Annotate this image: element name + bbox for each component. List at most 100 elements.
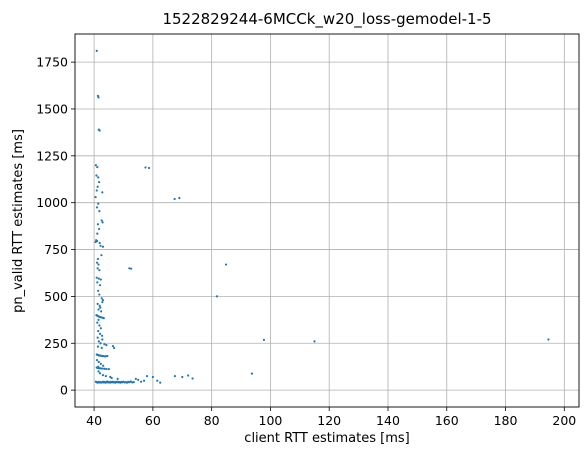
x-tick-label: 40	[86, 413, 102, 428]
chart-title: 1522829244-6MCCk_w20_loss-gemodel-1-5	[162, 10, 491, 29]
data-point	[99, 327, 102, 330]
data-point	[100, 297, 103, 300]
x-tick-label: 160	[435, 413, 459, 428]
data-point	[313, 340, 316, 343]
data-point	[156, 379, 159, 382]
data-point	[134, 377, 137, 380]
data-point	[96, 232, 99, 235]
data-point	[98, 227, 101, 231]
data-point	[95, 189, 98, 192]
data-point	[98, 372, 102, 375]
y-tick-label: 1250	[36, 148, 68, 163]
x-tick-label: 60	[145, 413, 161, 428]
data-point	[98, 269, 101, 272]
data-point	[101, 191, 104, 194]
data-point	[98, 324, 101, 327]
y-tick-label: 1500	[36, 101, 68, 116]
data-point	[140, 380, 143, 383]
data-point	[95, 174, 98, 177]
data-point	[95, 261, 99, 264]
data-point	[100, 254, 103, 257]
data-point	[98, 332, 102, 335]
data-point	[98, 304, 101, 307]
data-point	[96, 185, 99, 188]
data-point	[144, 166, 147, 169]
data-point	[99, 306, 102, 309]
data-point	[191, 377, 194, 380]
data-point	[97, 318, 100, 321]
data-point	[96, 336, 99, 339]
data-point	[100, 346, 103, 350]
y-tick-label: 1750	[36, 55, 68, 70]
data-point	[96, 281, 99, 284]
data-point	[102, 317, 105, 320]
data-point	[112, 346, 116, 350]
data-point	[98, 284, 102, 287]
data-point	[105, 367, 108, 371]
data-point	[97, 329, 100, 333]
data-point	[107, 368, 110, 371]
data-point	[224, 263, 228, 266]
y-axis-ticks: 0 250 500 750 1000 1250 1500 1750	[36, 55, 75, 398]
x-tick-label: 140	[376, 413, 400, 428]
data-point	[132, 380, 135, 384]
data-point	[101, 374, 105, 377]
x-tick-label: 120	[317, 413, 341, 428]
data-point	[97, 96, 100, 99]
data-point	[101, 338, 104, 341]
y-tick-label: 1000	[36, 195, 68, 210]
data-point	[99, 342, 102, 345]
data-point	[95, 276, 98, 279]
data-point	[97, 176, 100, 179]
data-point	[97, 277, 100, 280]
data-point	[173, 374, 177, 378]
data-point	[147, 166, 151, 170]
data-point	[97, 308, 100, 311]
y-tick-label: 500	[44, 289, 68, 304]
data-point	[96, 165, 99, 169]
data-point	[116, 377, 119, 380]
data-point	[99, 362, 102, 365]
data-point	[101, 300, 104, 304]
data-point	[98, 129, 101, 132]
data-point	[130, 267, 133, 270]
y-tick-label: 250	[44, 336, 68, 351]
data-point	[187, 374, 190, 377]
data-point	[97, 340, 100, 343]
x-tick-label: 200	[552, 413, 576, 428]
data-point	[94, 164, 97, 167]
data-point	[100, 310, 103, 313]
data-point	[96, 345, 100, 348]
data-point	[100, 334, 104, 337]
data-point	[104, 355, 107, 358]
data-point	[128, 267, 131, 270]
data-point	[95, 359, 99, 362]
x-tick-label: 100	[259, 413, 283, 428]
data-point	[105, 344, 108, 347]
data-point	[101, 299, 105, 302]
x-tick-label: 80	[204, 413, 220, 428]
data-point	[102, 364, 105, 367]
data-point	[104, 374, 107, 378]
data-point	[96, 302, 99, 306]
data-point	[181, 375, 184, 379]
y-tick-label: 750	[44, 242, 68, 257]
data-point	[173, 197, 176, 201]
data-point	[97, 263, 100, 266]
data-point	[110, 376, 113, 380]
data-point	[99, 244, 102, 247]
data-points	[94, 49, 550, 384]
y-tick-label: 0	[60, 383, 68, 398]
data-point	[96, 321, 99, 324]
data-point	[99, 278, 102, 281]
data-point	[111, 344, 115, 348]
data-point	[101, 245, 105, 248]
data-point	[97, 289, 100, 292]
data-point	[101, 221, 104, 224]
data-point	[98, 210, 101, 213]
data-point	[142, 379, 146, 382]
data-point	[96, 223, 100, 226]
x-axis-ticks: 40 60 80 100 120 140 160 180 200	[86, 407, 576, 428]
data-point	[98, 180, 101, 184]
